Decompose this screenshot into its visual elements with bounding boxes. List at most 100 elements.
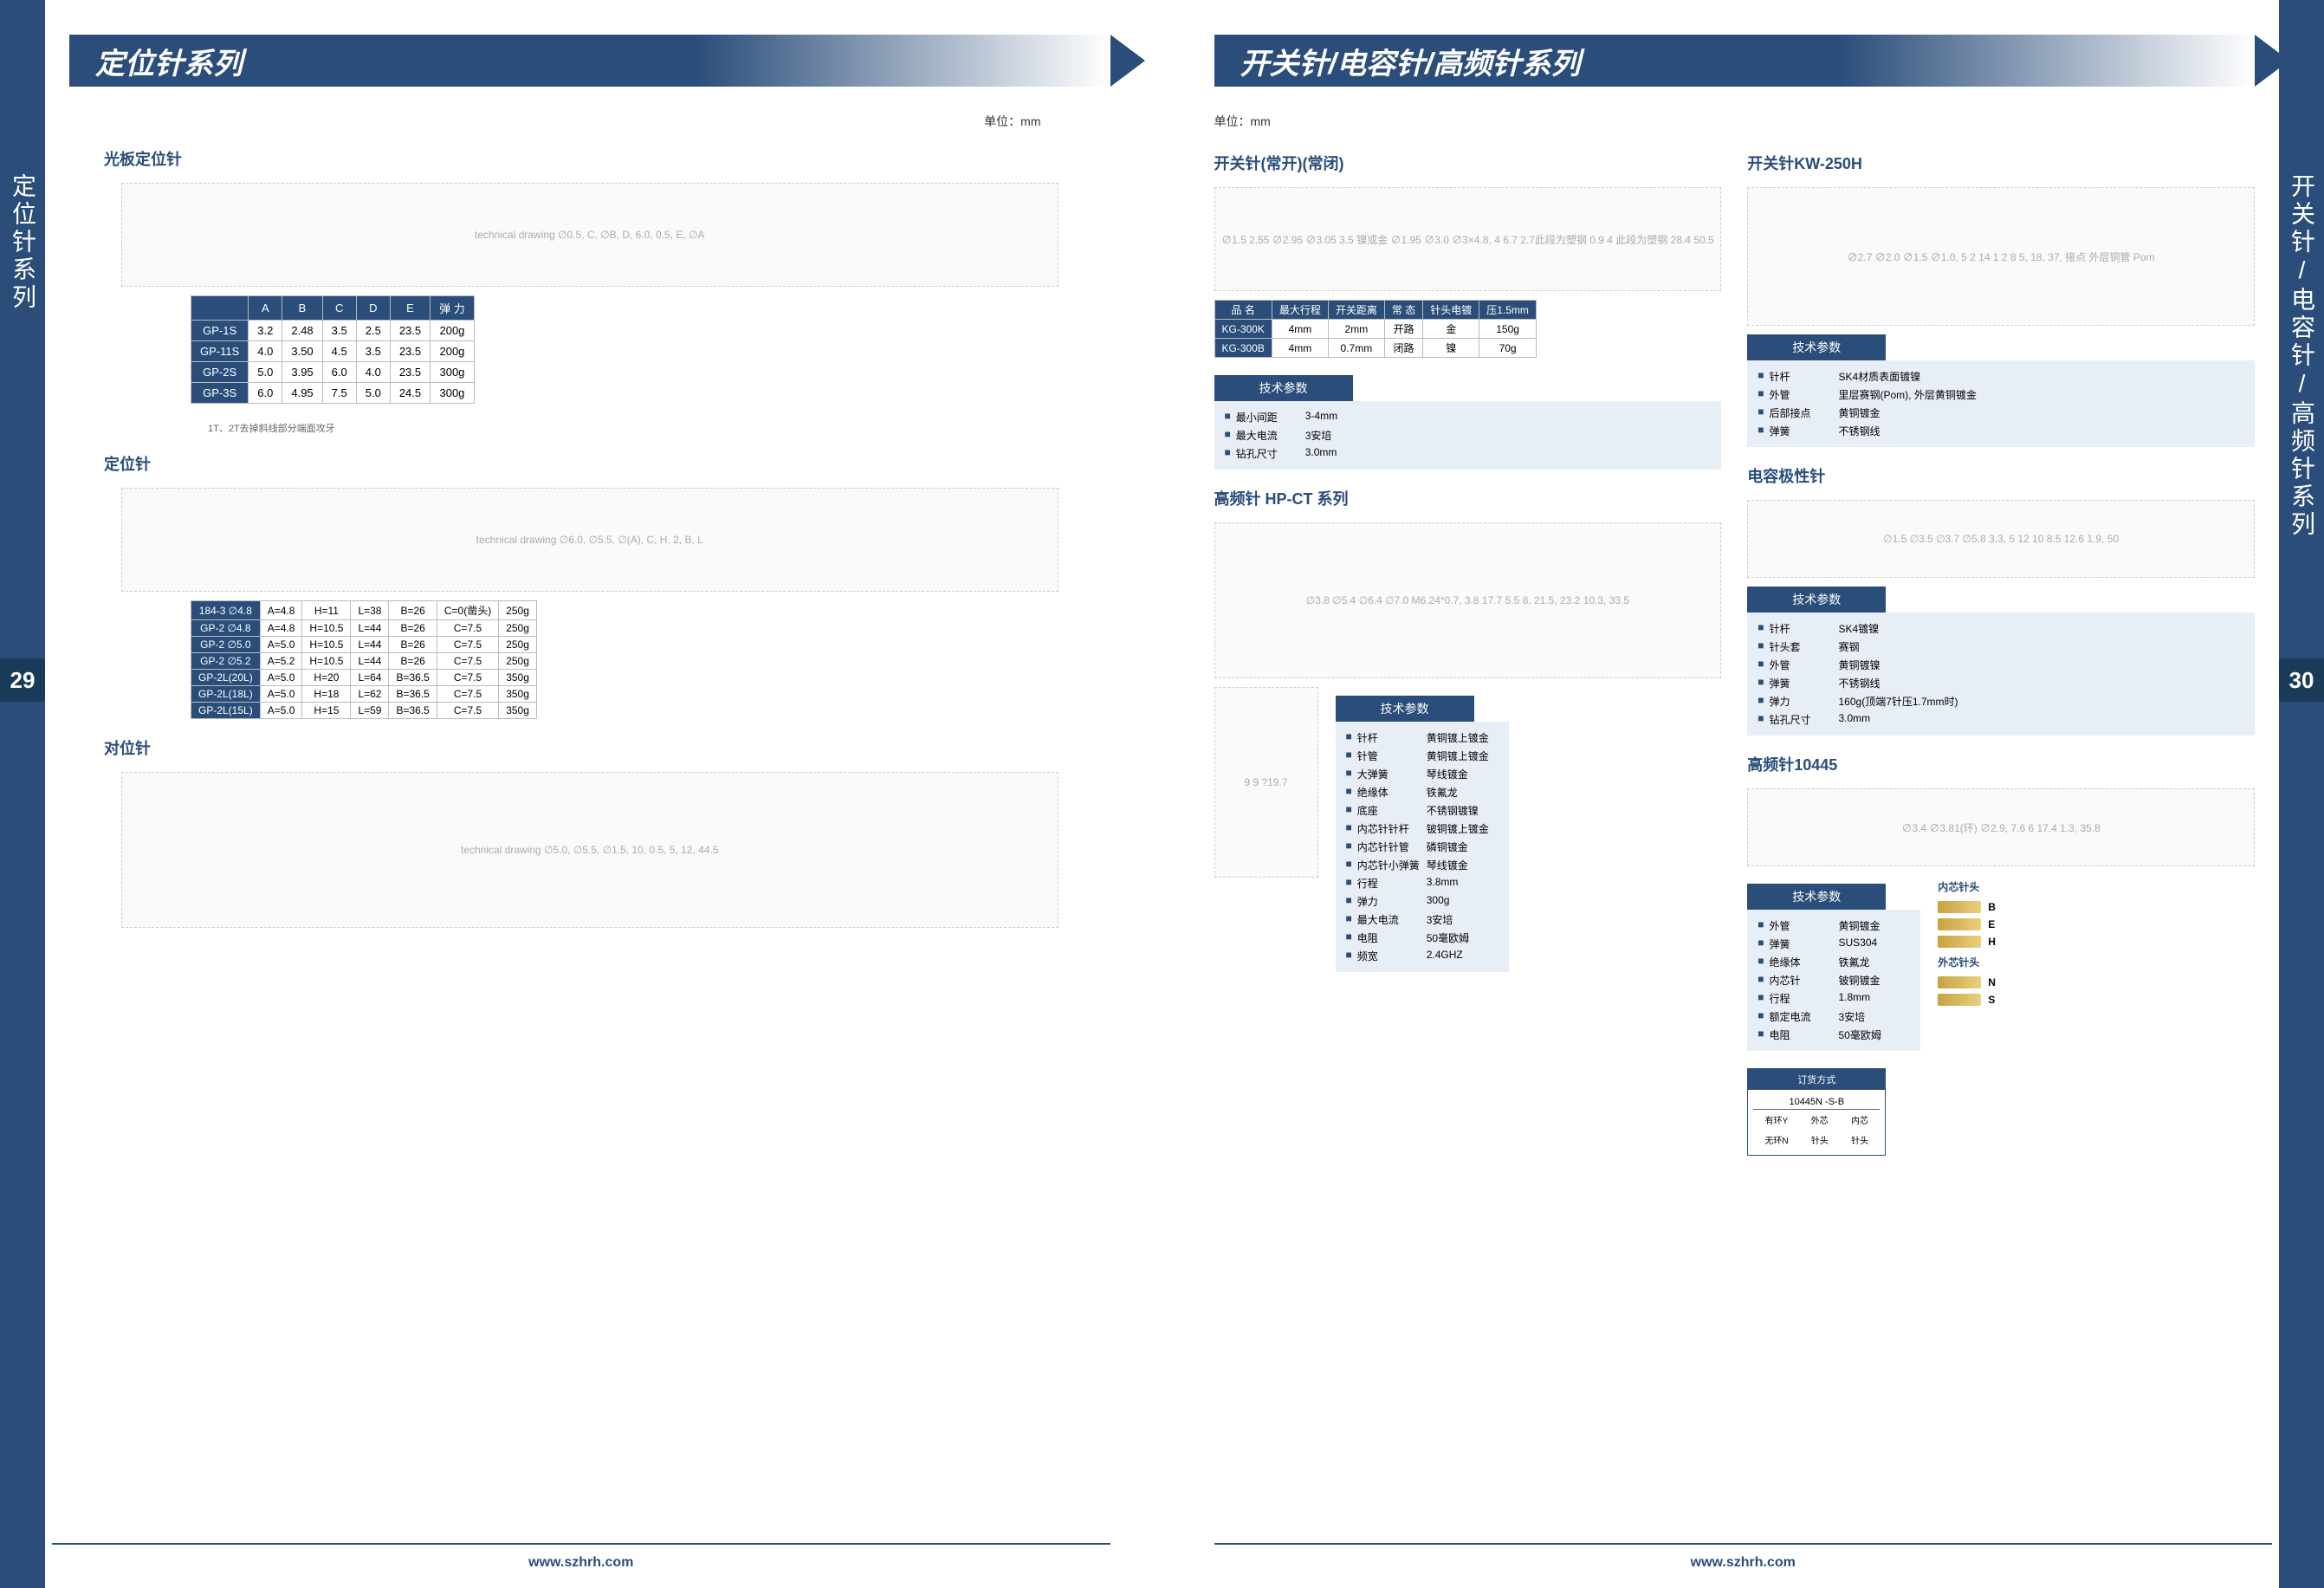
side-tab-left-text: 定位针系列 — [5, 173, 40, 312]
table-row: 184-3 ∅4.8A=4.8H=11L=38B=26C=0(凿头)250g — [191, 601, 537, 620]
header-left: 定位针系列 — [69, 35, 1110, 87]
page-num-right: 30 — [2279, 658, 2324, 702]
pin-head-row: B — [1938, 898, 1996, 916]
table-row: GP-2 ∅4.8A=4.8H=10.5L=44B=26C=7.5250g — [191, 620, 537, 637]
param-row: ■针杆SK4材质表面镀镍 — [1758, 367, 2244, 386]
param-row: ■钻孔尺寸3.0mm — [1225, 444, 1712, 463]
rr-sec1-diagram: ∅2.7 ∅2.0 ∅1.5 ∅1.0, 5 2 14 1 2 8 5, 18,… — [1747, 187, 2255, 326]
table-row: GP-2 ∅5.2A=5.2H=10.5L=44B=26C=7.5250g — [191, 653, 537, 670]
param-row: ■弹簧不锈钢线 — [1758, 422, 2244, 440]
param-row: ■绝缘体铁氟龙 — [1758, 953, 1910, 971]
pin-head-row: N — [1938, 974, 1996, 991]
param-row: ■频宽2.4GHZ — [1346, 947, 1499, 965]
r-sec2-diagram: ∅3.8 ∅5.4 ∅6.4 ∅7.0 M6.24*0.7, 3.8 17.7 … — [1214, 522, 1722, 678]
param-row: ■底座不锈钢镀镍 — [1346, 801, 1499, 820]
table-header: E — [390, 296, 430, 321]
sec1-title: 光板定位针 — [104, 147, 1110, 170]
pin-head-row: S — [1938, 991, 1996, 1008]
table-row: GP-2 ∅5.0A=5.0H=10.5L=44B=26C=7.5250g — [191, 637, 537, 653]
rr-sec3-diagram: ∅3.4 ∅3.81(环) ∅2.9, 7.6 6 17.4 1.3, 35.8 — [1747, 788, 2255, 866]
param-row: ■针管黄铜镀上镀金 — [1346, 747, 1499, 765]
page-left: 定位针系列 29 定位针系列 单位：mm 光板定位针 technical dra… — [0, 0, 1162, 1588]
table-row: GP-2L(20L)A=5.0H=20L=64B=36.5C=7.5350g — [191, 670, 537, 686]
footer-rule-right — [1214, 1543, 2273, 1545]
param-row: ■最小间距3-4mm — [1225, 408, 1712, 426]
param-row: ■针头套赛钢 — [1758, 638, 2244, 656]
rr-sec1-title: 开关针KW-250H — [1747, 152, 2255, 174]
param-row: ■大弹簧琴线镀金 — [1346, 765, 1499, 783]
param-row: ■弹力300g — [1346, 892, 1499, 911]
footer-rule-left — [52, 1543, 1110, 1545]
rr-sec1-params: 技术参数 ■针杆SK4材质表面镀镍■外管里层赛钢(Pom), 外层黄铜镀金■后部… — [1747, 334, 2255, 447]
table-row: GP-2S5.03.956.04.023.5300g — [191, 362, 475, 383]
page-right: 开关针/电容针/高频针系列 30 开关针/电容针/高频针系列 单位：mm 开关针… — [1162, 0, 2324, 1588]
sec2-title: 定位针 — [104, 452, 1110, 475]
table-header: C — [322, 296, 356, 321]
page-num-left: 29 — [0, 658, 45, 702]
param-row: ■最大电流3安培 — [1346, 911, 1499, 929]
table-row: GP-3S6.04.957.55.024.5300g — [191, 383, 475, 404]
param-row: ■外管黄铜镀镍 — [1758, 656, 2244, 674]
side-tab-right-text: 开关针/电容针/高频针系列 — [2284, 173, 2319, 539]
sec1-note: 1T、2T去掉斜线部分端面攻牙 — [208, 421, 1110, 435]
param-row: ■针杆黄铜镀上镀金 — [1346, 729, 1499, 747]
param-row: ■内芯针针管磷铜镀金 — [1346, 838, 1499, 856]
table-header — [191, 296, 249, 321]
right-columns: 开关针(常开)(常闭) ∅1.5 2.55 ∅2.95 ∅3.05 3.5 镍或… — [1214, 134, 2256, 1156]
param-row: ■电阻50毫欧姆 — [1758, 1026, 1910, 1044]
param-row: ■外管黄铜镀金 — [1758, 917, 1910, 935]
param-row: ■行程3.8mm — [1346, 874, 1499, 892]
param-row: ■最大电流3安培 — [1225, 426, 1712, 444]
unit-label-left: 单位：mm — [104, 113, 1041, 130]
rr-sec2-title: 电容极性针 — [1747, 464, 2255, 487]
r-sec1-table: 品 名最大行程开关距离常 态针头电镀压1.5mm KG-300K4mm2mm开路… — [1214, 300, 1537, 358]
header-right: 开关针/电容针/高频针系列 — [1214, 35, 2256, 87]
r-sec2-flange: 9 9 ?19.7 — [1214, 687, 1318, 878]
param-row: ■额定电流3安培 — [1758, 1008, 1910, 1026]
table-header: D — [356, 296, 390, 321]
table-row: GP-2L(18L)A=5.0H=18L=62B=36.5C=7.5350g — [191, 686, 537, 703]
header-left-title: 定位针系列 — [95, 40, 243, 82]
sec2-diagram: technical drawing ∅6.0, ∅5.5, ∅(A), C, H… — [121, 488, 1058, 592]
side-tab-left: 定位针系列 — [0, 0, 45, 1588]
param-row: ■弹簧SUS304 — [1758, 935, 1910, 953]
param-row: ■内芯针针杆铍铜镀上镀金 — [1346, 820, 1499, 838]
table-header: 弹 力 — [430, 296, 475, 321]
unit-label-right: 单位：mm — [1214, 113, 2256, 130]
header-right-title: 开关针/电容针/高频针系列 — [1240, 40, 1581, 82]
param-row: ■电阻50毫欧姆 — [1346, 929, 1499, 947]
param-row: ■绝缘体铁氟龙 — [1346, 783, 1499, 801]
rr-sec3-order: 订货方式 10445N -S-B 有环Y外芯内芯无环N针头针头 — [1747, 1068, 1886, 1156]
footer-url-left: www.szhrh.com — [528, 1555, 633, 1571]
rr-sec2-diagram: ∅1.5 ∅3.5 ∅3.7 ∅5.8 3.3, 5 12 10 8.5 12.… — [1747, 500, 2255, 578]
table-row: GP-1S3.22.483.52.523.5200g — [191, 321, 475, 341]
param-row: ■行程1.8mm — [1758, 989, 1910, 1008]
param-row: ■内芯针铍铜镀金 — [1758, 971, 1910, 989]
rr-sec3-params: 技术参数 ■外管黄铜镀金■弹簧SUS304■绝缘体铁氟龙■内芯针铍铜镀金■行程1… — [1747, 884, 1920, 1051]
pin-head-row: H — [1938, 933, 1996, 950]
right-col-right: 开关针KW-250H ∅2.7 ∅2.0 ∅1.5 ∅1.0, 5 2 14 1… — [1747, 134, 2255, 1156]
sec1-table: ABCDE弹 力 GP-1S3.22.483.52.523.5200gGP-11… — [191, 295, 475, 404]
sec3-diagram: technical drawing ∅5.0, ∅5.5, ∅1.5, 10, … — [121, 772, 1058, 928]
pin-heads: 内芯针头 BEH 外芯针头 NS — [1938, 875, 1996, 1008]
right-col-left: 开关针(常开)(常闭) ∅1.5 2.55 ∅2.95 ∅3.05 3.5 镍或… — [1214, 134, 1722, 1156]
param-row: ■弹簧不锈钢线 — [1758, 674, 2244, 692]
pin-head-row: E — [1938, 916, 1996, 933]
param-row: ■内芯针小弹簧琴线镀金 — [1346, 856, 1499, 874]
table-header: B — [282, 296, 322, 321]
sec1-diagram: technical drawing ∅0.5, C, ∅B, D, 6.0, 0… — [121, 183, 1058, 287]
r-sec1-diagram: ∅1.5 2.55 ∅2.95 ∅3.05 3.5 镍或金 ∅1.95 ∅3.0… — [1214, 187, 1722, 291]
sec2-table: 184-3 ∅4.8A=4.8H=11L=38B=26C=0(凿头)250gGP… — [191, 600, 537, 719]
side-tab-right: 开关针/电容针/高频针系列 — [2279, 0, 2324, 1588]
param-row: ■钻孔尺寸3.0mm — [1758, 710, 2244, 729]
param-row: ■弹力160g(顶端7针压1.7mm时) — [1758, 692, 2244, 710]
r-sec1-title: 开关针(常开)(常闭) — [1214, 152, 1722, 174]
rr-sec2-params: 技术参数 ■针杆SK4镀镍■针头套赛钢■外管黄铜镀镍■弹簧不锈钢线■弹力160g… — [1747, 587, 2255, 736]
table-row: GP-2L(15L)A=5.0H=15L=59B=36.5C=7.5350g — [191, 703, 537, 719]
sec3-title: 对位针 — [104, 736, 1110, 759]
r-sec2-params: 技术参数 ■针杆黄铜镀上镀金■针管黄铜镀上镀金■大弹簧琴线镀金■绝缘体铁氟龙■底… — [1336, 696, 1509, 972]
footer-url-right: www.szhrh.com — [1691, 1555, 1796, 1571]
table-row: KG-300K4mm2mm开路金150g — [1214, 320, 1536, 339]
rr-sec3-title: 高频针10445 — [1747, 753, 2255, 775]
param-row: ■外管里层赛钢(Pom), 外层黄铜镀金 — [1758, 386, 2244, 404]
